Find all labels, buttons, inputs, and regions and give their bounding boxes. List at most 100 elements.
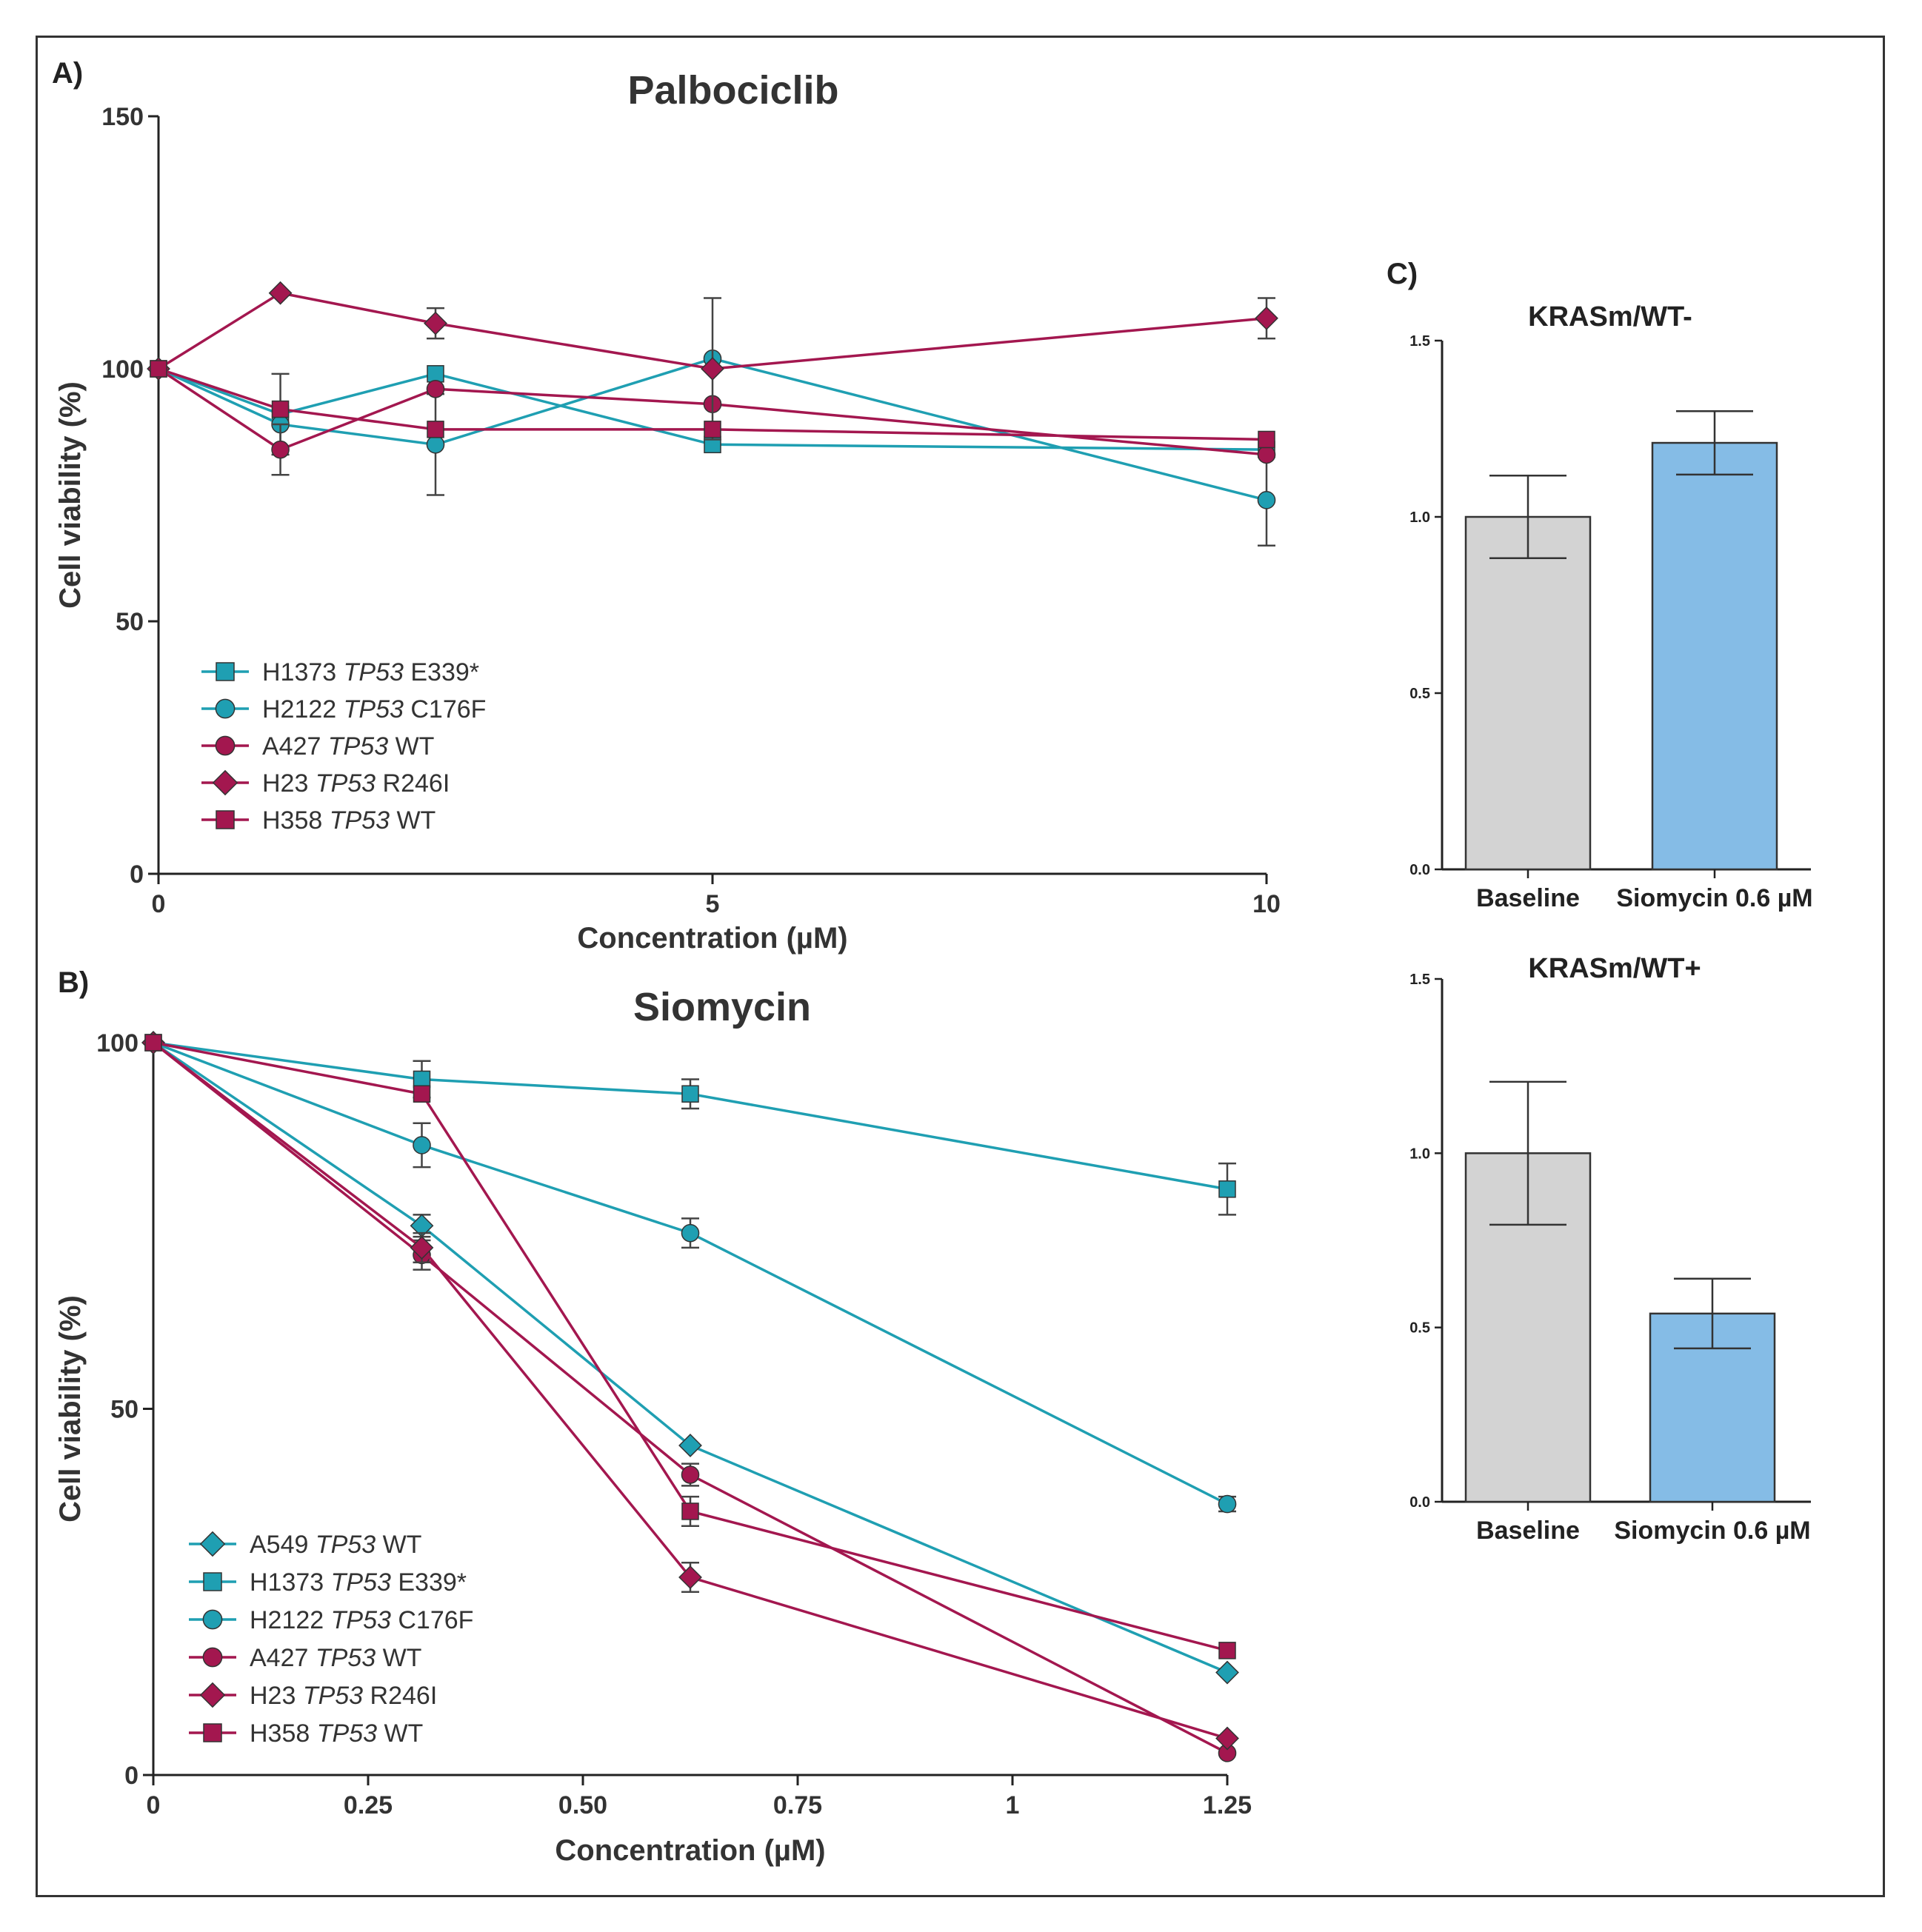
legend-space bbox=[363, 1682, 370, 1710]
x-tick-label: 1 bbox=[1006, 1791, 1020, 1819]
legend-marker-a427 bbox=[202, 1647, 223, 1668]
legend-cell-line: H1373 bbox=[262, 658, 336, 686]
legend-cell-line: A549 bbox=[250, 1531, 308, 1559]
legend-cell-line: H2122 bbox=[250, 1606, 324, 1634]
y-tick-label: 0 bbox=[124, 1762, 139, 1790]
y-tick-label: 100 bbox=[101, 355, 144, 384]
legend-space bbox=[308, 769, 315, 798]
data-point-h358 bbox=[681, 1503, 699, 1520]
x-axis-label: Concentration (µM) bbox=[555, 1834, 825, 1867]
y-axis-label: Cell viability (%) bbox=[54, 1295, 87, 1522]
x-tick-label: 0.50 bbox=[558, 1791, 607, 1819]
series-line-a427 bbox=[152, 1041, 1228, 1754]
legend-mutation: E339* bbox=[398, 1568, 467, 1597]
data-point-h358 bbox=[150, 360, 167, 378]
legend-space bbox=[376, 1531, 382, 1559]
legend-mutation: E339* bbox=[410, 658, 479, 686]
data-point-h2122 bbox=[426, 435, 445, 454]
legend-gene: TP53 bbox=[331, 1606, 391, 1634]
legend-space bbox=[391, 1568, 398, 1597]
y-tick-label: 1.0 bbox=[1409, 509, 1430, 526]
legend-marker-a427 bbox=[215, 735, 236, 756]
data-point-a427 bbox=[681, 1465, 700, 1484]
legend-mutation: WT bbox=[396, 732, 435, 761]
data-point-h358 bbox=[413, 1085, 431, 1103]
x-tick-label: 5 bbox=[706, 890, 720, 918]
legend-marker-h23 bbox=[212, 769, 238, 796]
legend-mutation: R246I bbox=[383, 769, 450, 798]
legend-space bbox=[376, 769, 382, 798]
legend-cell-line: H23 bbox=[262, 769, 308, 798]
y-axis-label: Cell viability (%) bbox=[54, 381, 87, 609]
legend-cell-line: A427 bbox=[262, 732, 321, 761]
panel-label-a: A) bbox=[52, 57, 83, 90]
legend-gene: TP53 bbox=[316, 1531, 376, 1559]
data-point-h23 bbox=[424, 311, 447, 335]
data-point-h23 bbox=[678, 1565, 702, 1589]
data-point-h358 bbox=[704, 421, 721, 438]
legend-space bbox=[321, 732, 327, 761]
legend-space bbox=[308, 1644, 315, 1672]
legend-marker-h1373 bbox=[216, 662, 235, 681]
legend-space bbox=[324, 1606, 330, 1634]
legend-entry-h358: H358 TP53 WT bbox=[250, 1719, 423, 1748]
data-point-h2122 bbox=[1257, 491, 1276, 509]
legend-entry-h358: H358 TP53 WT bbox=[262, 806, 436, 835]
legend-space bbox=[390, 806, 396, 835]
legend-marker-h1373 bbox=[203, 1572, 222, 1591]
legend-mutation: WT bbox=[383, 1644, 422, 1672]
legend-gene: TP53 bbox=[331, 1568, 391, 1597]
legend-gene: TP53 bbox=[316, 1644, 376, 1672]
legend-cell-line: H358 bbox=[250, 1719, 310, 1748]
legend-marker-h358 bbox=[216, 810, 235, 829]
data-point-a549 bbox=[678, 1434, 702, 1457]
legend-gene: TP53 bbox=[344, 695, 404, 723]
legend-space bbox=[324, 1568, 330, 1597]
data-point-h23 bbox=[1215, 1726, 1239, 1751]
series-line-h1373 bbox=[153, 1041, 1228, 1191]
legend-entry-h23: H23 TP53 R246I bbox=[250, 1682, 437, 1710]
legend-space bbox=[388, 732, 395, 761]
legend-marker-a549 bbox=[199, 1531, 226, 1557]
legend-marker-h358 bbox=[203, 1723, 222, 1742]
y-tick-label: 1.0 bbox=[1409, 1146, 1430, 1162]
y-tick-label: 150 bbox=[101, 103, 144, 131]
series-line-h2122 bbox=[153, 1041, 1228, 1505]
data-point-h1373 bbox=[1218, 1180, 1236, 1198]
data-point-a549 bbox=[1215, 1660, 1239, 1685]
legend-space bbox=[336, 658, 343, 686]
bar-siomycin bbox=[1651, 441, 1778, 871]
y-tick-label: 100 bbox=[96, 1029, 139, 1057]
data-point-h23 bbox=[410, 1236, 434, 1260]
y-tick-label: 50 bbox=[116, 608, 144, 636]
data-point-h358 bbox=[271, 400, 290, 418]
bar-baseline bbox=[1464, 515, 1592, 871]
data-point-h358 bbox=[1258, 430, 1275, 449]
chart-title-b: Siomycin bbox=[633, 985, 811, 1029]
legend-gene: TP53 bbox=[344, 658, 404, 686]
legend-space bbox=[376, 1644, 382, 1672]
legend-cell-line: H23 bbox=[250, 1682, 296, 1710]
legend-entry-a427: A427 TP53 WT bbox=[262, 732, 434, 761]
data-point-h2122 bbox=[1218, 1494, 1237, 1514]
legend-entry-h1373: H1373 TP53 E339* bbox=[250, 1568, 467, 1597]
x-tick-label: 0 bbox=[147, 1791, 161, 1819]
legend-gene: TP53 bbox=[317, 1719, 377, 1748]
data-point-h358 bbox=[1218, 1642, 1236, 1659]
data-point-h358 bbox=[144, 1034, 162, 1052]
data-point-a427 bbox=[1257, 445, 1276, 464]
legend-entry-a549: A549 TP53 WT bbox=[250, 1531, 421, 1559]
legend-entry-h1373: H1373 TP53 E339* bbox=[262, 658, 479, 686]
data-point-h23 bbox=[701, 357, 724, 381]
y-tick-label: 1.5 bbox=[1409, 972, 1430, 988]
data-point-h23 bbox=[268, 281, 293, 305]
x-tick-label: 0 bbox=[152, 890, 166, 918]
series-line-h23 bbox=[152, 1041, 1228, 1740]
data-point-h1373 bbox=[413, 1070, 431, 1089]
x-tick-label: 0.25 bbox=[344, 1791, 393, 1819]
legend-cell-line: H1373 bbox=[250, 1568, 324, 1597]
y-tick-label: 0 bbox=[130, 860, 144, 889]
chart-title-a: Palbociclib bbox=[627, 68, 838, 113]
data-point-a427 bbox=[426, 379, 445, 398]
